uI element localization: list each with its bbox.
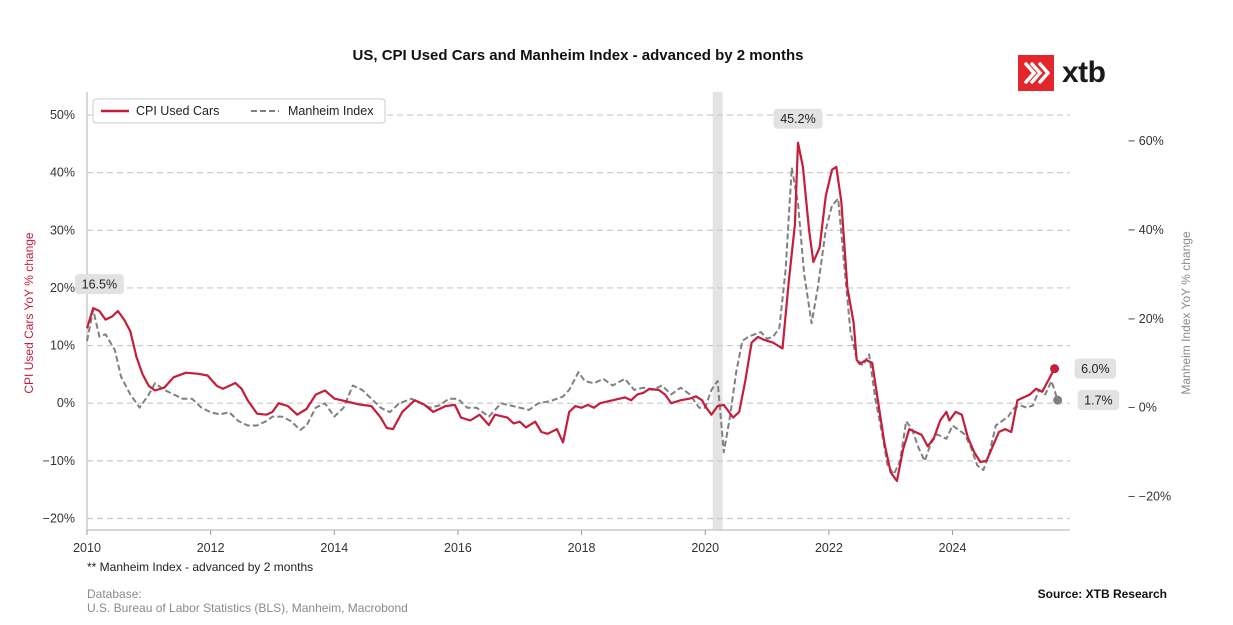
annotation: 45.2% (773, 108, 823, 129)
y-axis-label-left: CPI Used Cars YoY % change (22, 232, 36, 394)
legend-box (92, 98, 386, 124)
annotation-marker (1053, 395, 1063, 405)
series-lines (85, 141, 1059, 483)
x-tick-label: 2022 (815, 541, 843, 555)
legend-label-cpi: CPI Used Cars (136, 104, 219, 118)
y-tick-label-left: 30% (50, 223, 75, 237)
legend: CPI Used Cars Manheim Index (92, 98, 386, 124)
covid-shaded-period (712, 92, 723, 530)
y-tick-label-left: 10% (50, 339, 75, 353)
y-tick-label-left: 0% (57, 396, 75, 410)
database-label: Database: (87, 587, 142, 601)
annotation-box (773, 108, 823, 129)
y-tick-label-right: − −20% (1128, 490, 1171, 504)
annotation-marker (1050, 364, 1060, 374)
series-line-cpi-used-cars (85, 141, 1056, 483)
database-sources: U.S. Bureau of Labor Statistics (BLS), M… (87, 601, 408, 615)
annotation: 1.7% (1053, 390, 1120, 411)
x-tick-label: 2012 (197, 541, 225, 555)
footnote: ** Manheim Index - advanced by 2 months (87, 560, 314, 574)
chart-title: US, CPI Used Cars and Manheim Index - ad… (353, 47, 804, 64)
annotation-label: 6.0% (1081, 362, 1110, 376)
x-tick-label: 2024 (939, 541, 967, 555)
y-tick-label-right: − 60% (1128, 134, 1164, 148)
x-tick-label: 2010 (73, 541, 101, 555)
grid-lines (87, 114, 1070, 520)
annotation-label: 45.2% (780, 112, 815, 126)
y-tick-label-left: −10% (43, 454, 75, 468)
annotation-box (1074, 358, 1117, 379)
y-tick-label-right: − 0% (1128, 401, 1157, 415)
series-line-manheim-index (86, 166, 1059, 476)
annotation-label: 16.5% (82, 278, 117, 292)
xtb-logo: xtb (1018, 55, 1106, 91)
y-tick-label-left: 20% (50, 281, 75, 295)
y-tick-label-right: − 40% (1128, 223, 1164, 237)
y-tick-label-left: −20% (43, 511, 75, 525)
annotation: 6.0% (1050, 358, 1117, 379)
xtb-logo-mark-icon (1018, 55, 1054, 91)
annotation-box (1077, 390, 1120, 411)
x-tick-label: 2014 (320, 541, 348, 555)
annotation-label: 1.7% (1084, 394, 1113, 408)
annotation-box (74, 274, 124, 295)
y-tick-label-right: − 20% (1128, 312, 1164, 326)
axes: −20% −10% 0% 10% 20% 30% 40% 50% − −20% − 0% − 20%… (43, 92, 1171, 555)
database-note: Database: U.S. Bureau of Labor Statistic… (87, 587, 408, 615)
annotations: 16.5% 45.2% 6.0% 1.7% (74, 108, 1120, 411)
x-tick-label: 2020 (691, 541, 719, 555)
y-axis-label-right: Manheim Index YoY % change (1179, 231, 1193, 395)
y-tick-label-left: 40% (50, 166, 75, 180)
annotation: 16.5% (74, 274, 124, 295)
x-tick-label: 2016 (444, 541, 472, 555)
legend-label-manheim: Manheim Index (288, 104, 374, 118)
source-credit: Source: XTB Research (1037, 587, 1167, 601)
xtb-logo-text: xtb (1062, 56, 1106, 89)
x-tick-label: 2018 (568, 541, 596, 555)
y-tick-label-left: 50% (50, 108, 75, 122)
